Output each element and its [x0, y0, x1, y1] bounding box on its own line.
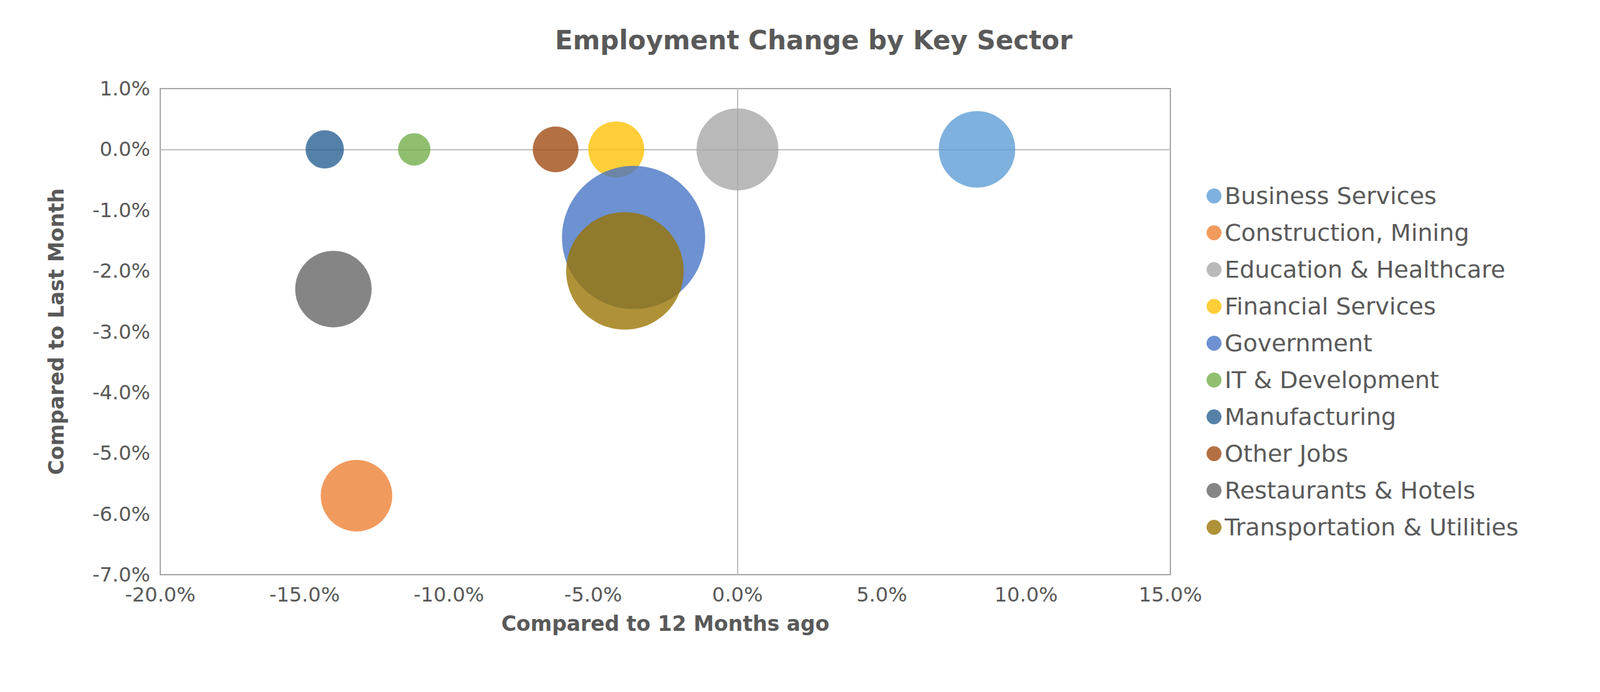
svg-text:-7.0%: -7.0%	[92, 562, 151, 587]
svg-text:Construction, Mining: Construction, Mining	[1224, 218, 1470, 247]
svg-text:0.0%: 0.0%	[712, 582, 763, 607]
svg-text:5.0%: 5.0%	[856, 582, 907, 607]
svg-text:-10.0%: -10.0%	[413, 582, 484, 607]
svg-text:IT & Development: IT & Development	[1224, 366, 1440, 394]
svg-text:-6.0%: -6.0%	[92, 501, 151, 526]
svg-text:Education & Healthcare: Education & Healthcare	[1224, 255, 1506, 284]
svg-text:-4.0%: -4.0%	[92, 380, 151, 405]
svg-text:Transportation & Utilities: Transportation & Utilities	[1224, 513, 1519, 541]
svg-text:Compared to Last Month: Compared to Last Month	[44, 188, 69, 475]
svg-text:-20.0%: -20.0%	[124, 582, 196, 607]
svg-text:Employment Change by Key Secto: Employment Change by Key Sector	[554, 24, 1073, 56]
svg-text:15.0%: 15.0%	[1138, 582, 1203, 607]
svg-text:-5.0%: -5.0%	[92, 440, 151, 465]
svg-text:0.0%: 0.0%	[99, 137, 151, 161]
svg-text:-2.0%: -2.0%	[92, 258, 151, 283]
svg-text:Manufacturing: Manufacturing	[1224, 402, 1397, 431]
svg-text:1.0%: 1.0%	[99, 76, 151, 101]
svg-text:Government: Government	[1224, 329, 1373, 357]
svg-text:Restaurants & Hotels: Restaurants & Hotels	[1224, 476, 1476, 504]
svg-text:-15.0%: -15.0%	[269, 582, 340, 607]
svg-text:10.0%: 10.0%	[994, 582, 1059, 607]
svg-text:Other Jobs: Other Jobs	[1224, 439, 1349, 468]
svg-text:Financial Services: Financial Services	[1224, 292, 1437, 320]
svg-text:-1.0%: -1.0%	[92, 198, 151, 222]
svg-text:-3.0%: -3.0%	[92, 319, 151, 344]
svg-text:Compared to 12 Months ago: Compared to 12 Months ago	[501, 611, 830, 636]
svg-text:Business Services: Business Services	[1224, 182, 1437, 210]
svg-text:-5.0%: -5.0%	[564, 582, 623, 607]
